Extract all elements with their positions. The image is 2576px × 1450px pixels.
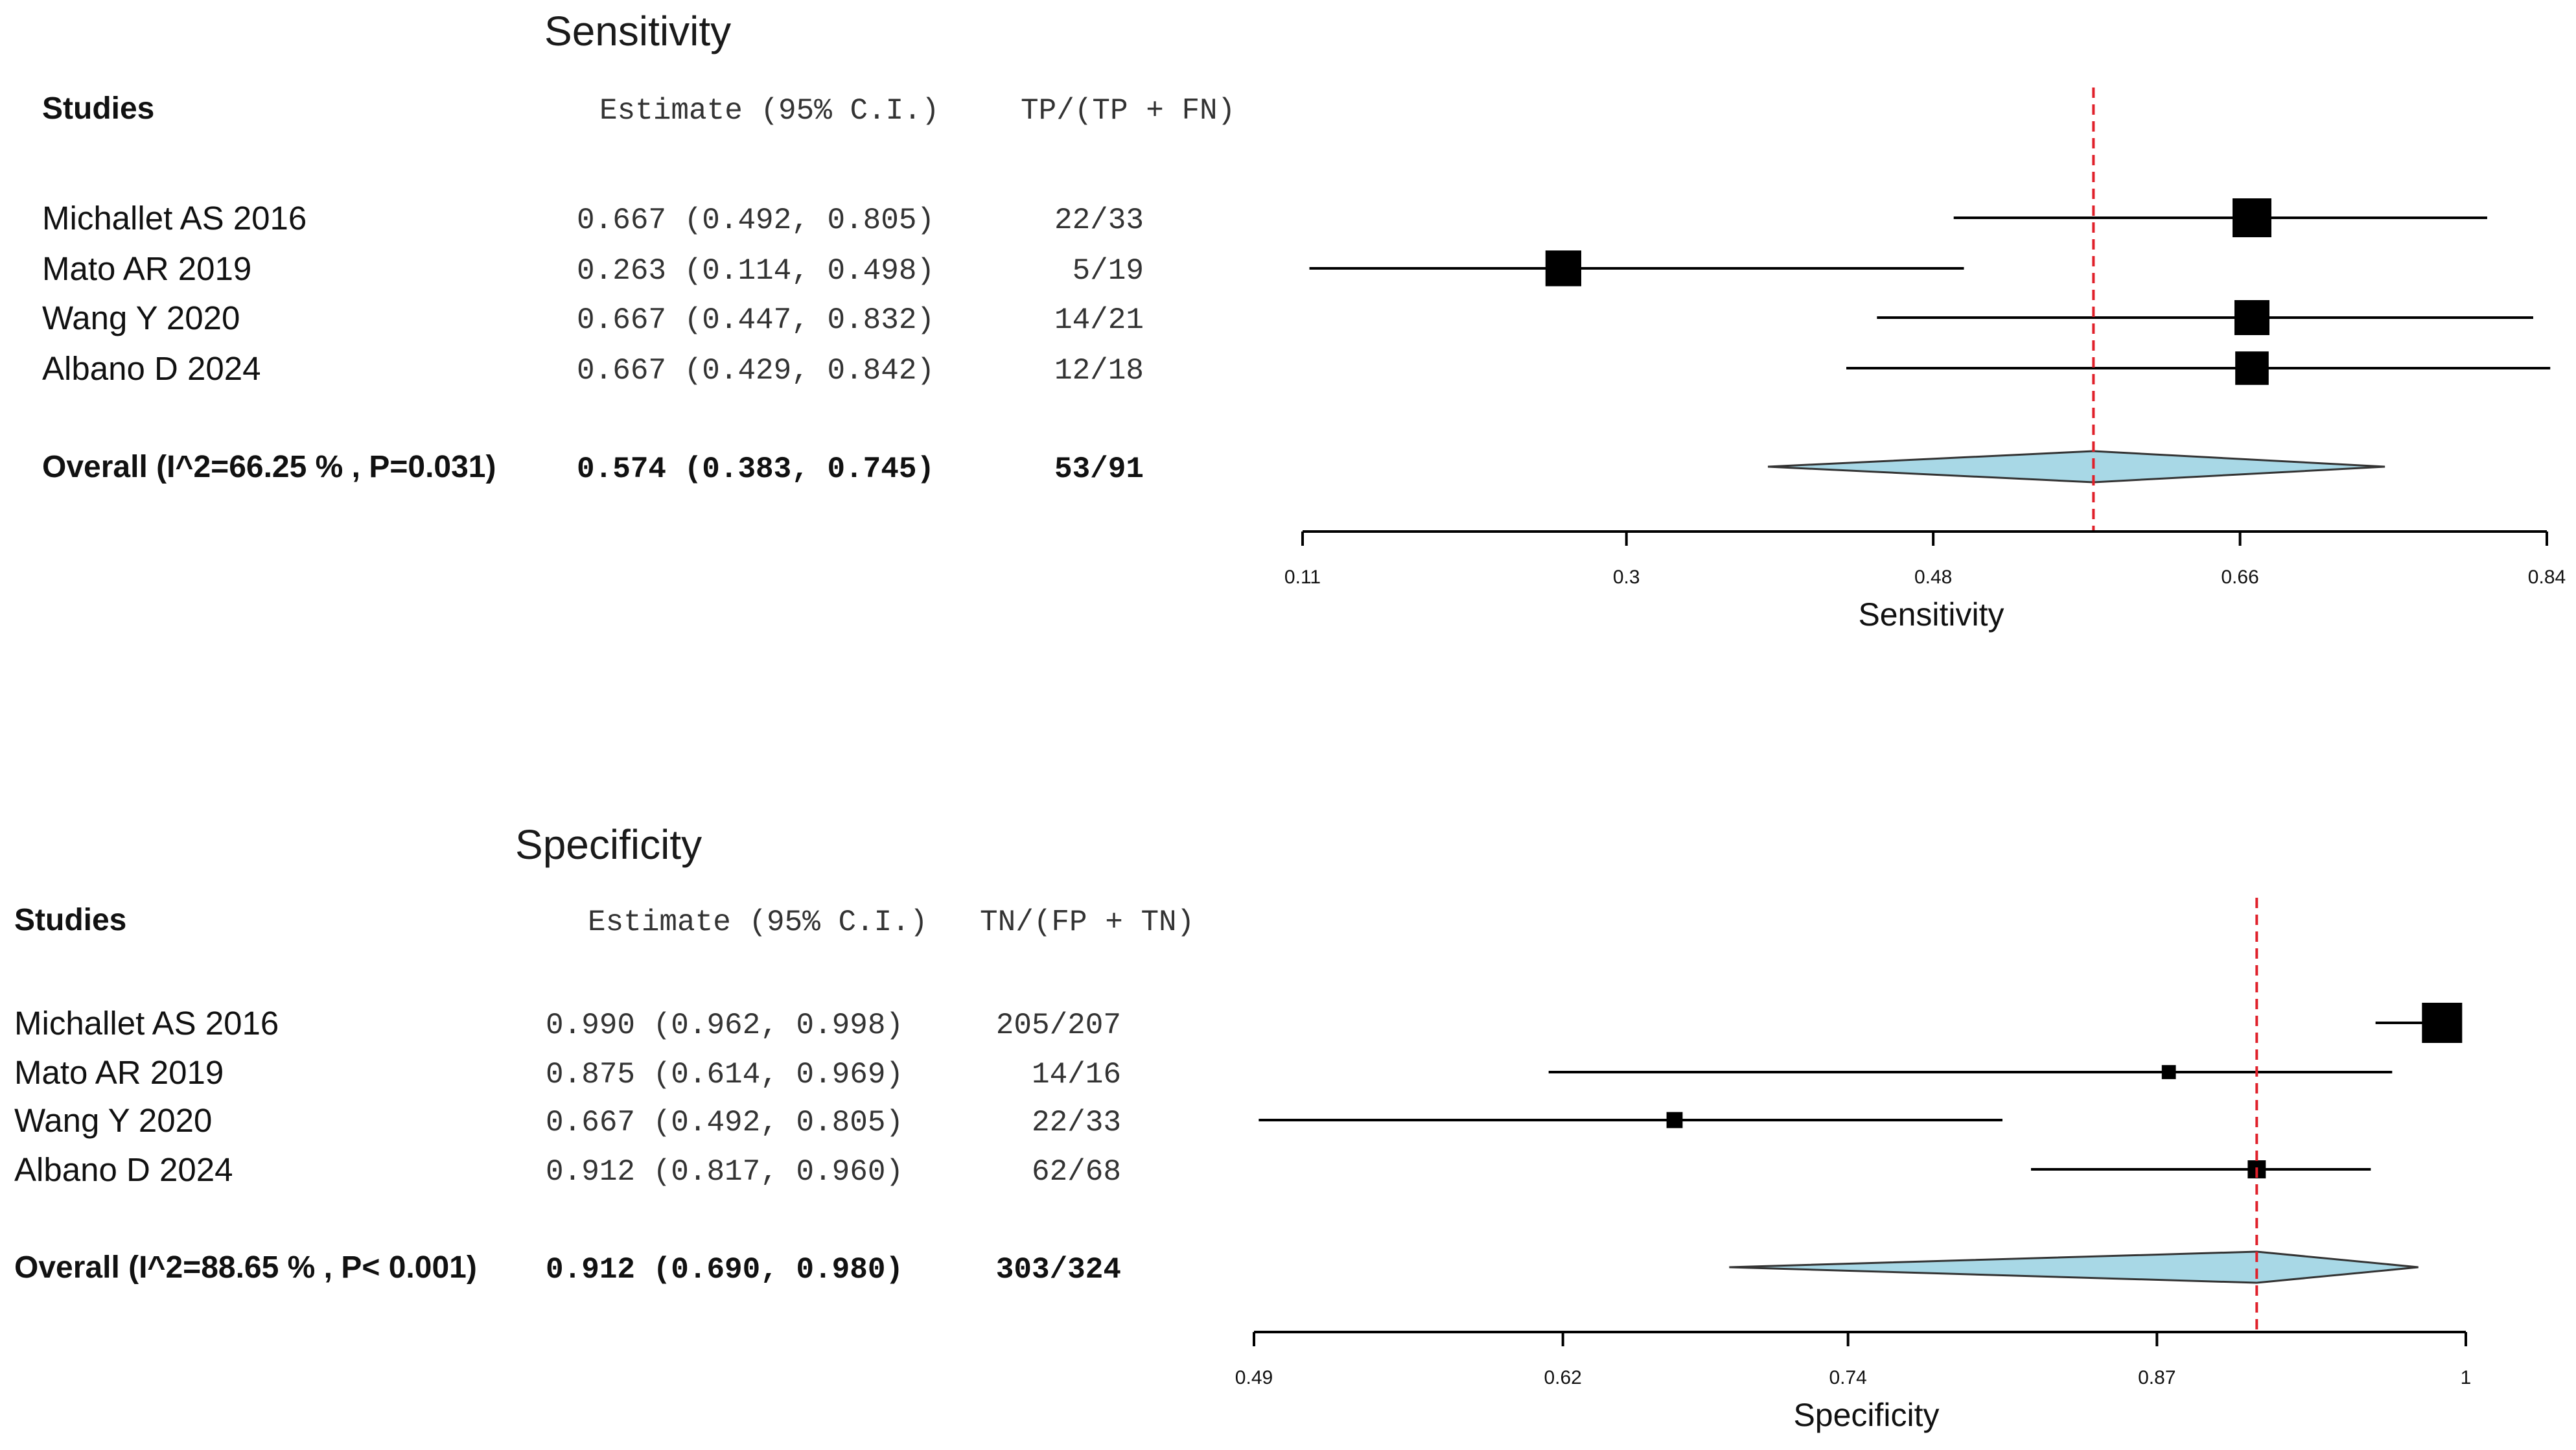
study-ratio: 62/68 (1032, 1155, 1121, 1189)
overall-ratio: 53/91 (1054, 452, 1144, 486)
study-name: Albano D 2024 (42, 350, 261, 387)
overall-estimate: 0.574 (0.383, 0.745) (577, 452, 934, 486)
study-name: Albano D 2024 (14, 1151, 233, 1188)
study-ratio: 5/19 (1073, 254, 1144, 288)
study-name: Mato AR 2019 (14, 1054, 224, 1091)
point-estimate-box (2235, 351, 2269, 385)
study-estimate: 0.990 (0.962, 0.998) (546, 1009, 903, 1042)
study-ratio: 14/21 (1054, 303, 1144, 337)
estimate-column-header: Estimate (95% C.I.) (588, 906, 928, 939)
study-name: Wang Y 2020 (42, 299, 240, 336)
x-tick-label: 0.84 (2528, 567, 2566, 588)
study-estimate: 0.875 (0.614, 0.969) (546, 1058, 903, 1092)
x-tick-label: 1 (2461, 1367, 2472, 1388)
ratio-column-header: TP/(TP + FN) (1021, 94, 1235, 128)
x-tick-label: 0.48 (1914, 567, 1952, 588)
x-axis-label: Specificity (1793, 1397, 1939, 1433)
x-tick-label: 0.3 (1613, 567, 1640, 588)
study-ratio: 22/33 (1054, 204, 1144, 237)
x-tick-label: 0.62 (1544, 1367, 1581, 1388)
studies-column-header: Studies (14, 903, 126, 937)
study-ratio: 205/207 (996, 1009, 1121, 1042)
point-estimate-box (1666, 1112, 1683, 1128)
study-estimate: 0.263 (0.114, 0.498) (577, 254, 934, 288)
overall-estimate: 0.912 (0.690, 0.980) (546, 1253, 903, 1287)
overall-ratio: 303/324 (996, 1253, 1121, 1287)
overall-label: Overall (I^2=88.65 % , P< 0.001) (14, 1250, 477, 1285)
point-estimate-box (2232, 198, 2271, 237)
study-estimate: 0.667 (0.447, 0.832) (577, 303, 934, 337)
panel-title: Specificity (515, 821, 702, 868)
x-tick-label: 0.87 (2138, 1367, 2176, 1388)
study-estimate: 0.667 (0.492, 0.805) (577, 204, 934, 237)
x-tick-label: 0.66 (2221, 567, 2258, 588)
x-tick-label: 0.49 (1235, 1367, 1273, 1388)
point-estimate-box (2422, 1003, 2463, 1043)
study-estimate: 0.667 (0.492, 0.805) (546, 1106, 903, 1140)
estimate-column-header: Estimate (95% C.I.) (599, 94, 940, 128)
study-name: Wang Y 2020 (14, 1102, 212, 1139)
pooled-estimate-diamond (1729, 1250, 2419, 1284)
pooled-estimate-diamond (1767, 450, 2385, 484)
point-estimate-box (2161, 1065, 2176, 1079)
study-name: Michallet AS 2016 (14, 1005, 279, 1042)
studies-column-header: Studies (42, 91, 154, 126)
study-ratio: 22/33 (1032, 1106, 1121, 1140)
study-estimate: 0.912 (0.817, 0.960) (546, 1155, 903, 1189)
x-tick-label: 0.11 (1284, 567, 1321, 588)
study-ratio: 12/18 (1054, 354, 1144, 388)
study-name: Michallet AS 2016 (42, 200, 307, 237)
specificity-forest-plot: Specificity Studies Estimate (95% C.I.) TN/… (14, 821, 2471, 1433)
panel-title: Sensitivity (544, 8, 731, 54)
point-estimate-box (2234, 300, 2269, 335)
point-estimate-box (1545, 250, 1582, 286)
overall-label: Overall (I^2=66.25 % , P=0.031) (42, 450, 496, 484)
study-estimate: 0.667 (0.429, 0.842) (577, 354, 934, 388)
sensitivity-forest-plot: Sensitivity Studies Estimate (95% C.I.) TP/… (42, 8, 2566, 633)
x-tick-label: 0.74 (1829, 1367, 1866, 1388)
ratio-column-header: TN/(FP + TN) (980, 906, 1194, 939)
study-name: Mato AR 2019 (42, 250, 251, 287)
x-axis-label: Sensitivity (1858, 596, 2004, 633)
study-ratio: 14/16 (1032, 1058, 1121, 1092)
